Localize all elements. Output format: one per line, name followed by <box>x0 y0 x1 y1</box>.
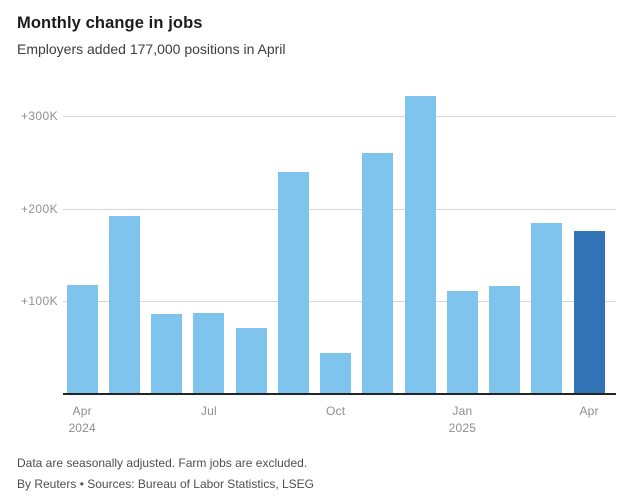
bar-apr-2024[interactable] <box>66 285 98 394</box>
gridline-+300K <box>63 116 616 118</box>
bar-feb-2025[interactable] <box>489 285 521 394</box>
bar-sep-2024[interactable] <box>277 172 309 394</box>
bar-nov-2024[interactable] <box>362 152 394 394</box>
source-byline: By Reuters • Sources: Bureau of Labor St… <box>17 477 315 491</box>
y-axis-tick-label: +100K <box>20 294 58 309</box>
bar-jun-2024[interactable] <box>151 313 183 394</box>
gridline-+200K <box>63 208 616 210</box>
x-axis-tick-label: Jul <box>200 404 217 418</box>
bar-oct-2024[interactable] <box>320 353 352 394</box>
bar-dec-2024[interactable] <box>404 95 436 394</box>
x-axis-line <box>63 393 616 395</box>
bar-aug-2024[interactable] <box>235 328 267 394</box>
bar-jul-2024[interactable] <box>193 312 225 394</box>
x-axis-tick-label: Jan 2025 <box>448 404 477 435</box>
y-axis-tick-label: +300K <box>20 109 58 124</box>
chart-subtitle: Employers added 177,000 positions in Apr… <box>17 41 286 57</box>
x-axis-tick-label: Oct <box>325 404 346 418</box>
bar-apr-2025[interactable] <box>573 230 605 394</box>
footnote: Data are seasonally adjusted. Farm jobs … <box>17 456 308 470</box>
gridline-+100K <box>63 301 616 303</box>
x-axis-tick-year: 2024 <box>68 421 96 435</box>
x-axis-tick-label: Apr 2024 <box>68 404 96 435</box>
x-axis-tick-label: Apr <box>579 404 599 418</box>
bar-jan-2025[interactable] <box>446 291 478 394</box>
bar-may-2024[interactable] <box>108 215 140 394</box>
bar-mar-2025[interactable] <box>531 223 563 394</box>
x-axis-tick-year: 2025 <box>448 421 477 435</box>
y-axis-tick-label: +200K <box>20 201 58 216</box>
chart-title: Monthly change in jobs <box>17 14 203 32</box>
